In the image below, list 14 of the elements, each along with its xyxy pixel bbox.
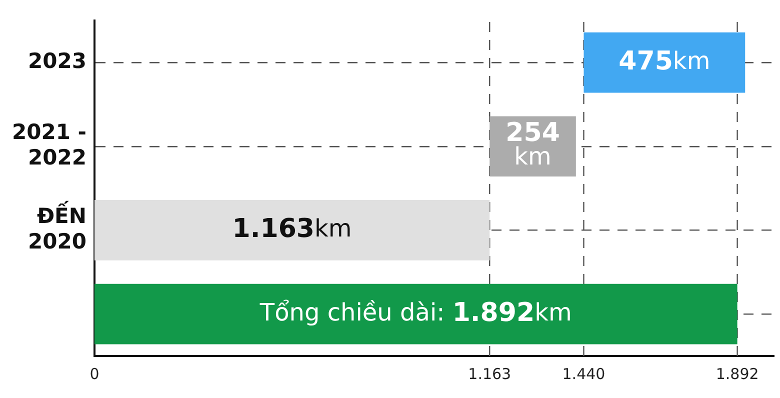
y-tick-label: 2023 <box>28 48 86 73</box>
data-label: 254 km <box>506 118 560 171</box>
x-tick-label: 1.892 <box>716 364 759 383</box>
x-tick-label: 0 <box>90 364 100 383</box>
data-label: Tổng chiều dài: 1.892km <box>258 298 572 328</box>
bar <box>584 32 746 93</box>
y-tick-label: 2021 - 2022 <box>12 120 86 170</box>
bar <box>94 200 490 260</box>
bar <box>94 284 738 344</box>
data-label: 475km <box>618 46 710 76</box>
y-tick-label: ĐẾN 2020 <box>28 200 86 254</box>
data-label: 1.163km <box>232 214 352 244</box>
x-tick-label: 1.163 <box>468 364 512 383</box>
x-tick-label: 1.440 <box>562 364 606 383</box>
